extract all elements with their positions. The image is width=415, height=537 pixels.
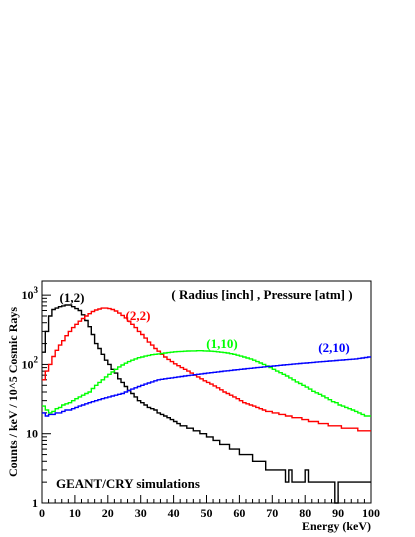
x-tick-label: 40: [168, 506, 180, 520]
series-label: (2,10): [318, 340, 349, 355]
x-tick-label: 90: [332, 506, 344, 520]
x-tick-label: 30: [135, 506, 147, 520]
series-label: (1,2): [60, 290, 85, 305]
x-axis-label: Energy (keV): [302, 519, 371, 533]
series-layer: [42, 304, 371, 504]
x-tick-label: 60: [233, 506, 245, 520]
y-axis: 1 10 102 103: [22, 285, 51, 510]
series-line: [42, 304, 371, 504]
series-line: [42, 307, 371, 432]
y-tick-label: 102: [22, 354, 39, 371]
series-label: (2,2): [126, 308, 151, 323]
x-tick-label: 10: [69, 506, 81, 520]
annotation-text: GEANT/CRY simulations: [56, 476, 200, 491]
x-tick-label: 80: [299, 506, 311, 520]
y-tick-label: 103: [22, 285, 39, 302]
series-label: (1,10): [206, 336, 237, 351]
x-tick-label: 0: [39, 506, 45, 520]
series-line: [42, 356, 371, 417]
x-tick-label: 70: [266, 506, 278, 520]
y-tick-label: 1: [32, 496, 38, 510]
x-tick-label: 50: [201, 506, 213, 520]
x-tick-label: 20: [102, 506, 114, 520]
legend-title: ( Radius [inch] , Pressure [atm] ): [171, 287, 352, 302]
y-tick-label: 10: [26, 427, 38, 441]
series-line: [42, 350, 371, 417]
x-tick-label: 100: [362, 506, 380, 520]
y-axis-label: Counts / keV / 10^5 Cosmic Rays: [6, 307, 20, 477]
legend: (1,2) (2,2) (1,10) (2,10): [60, 290, 350, 355]
